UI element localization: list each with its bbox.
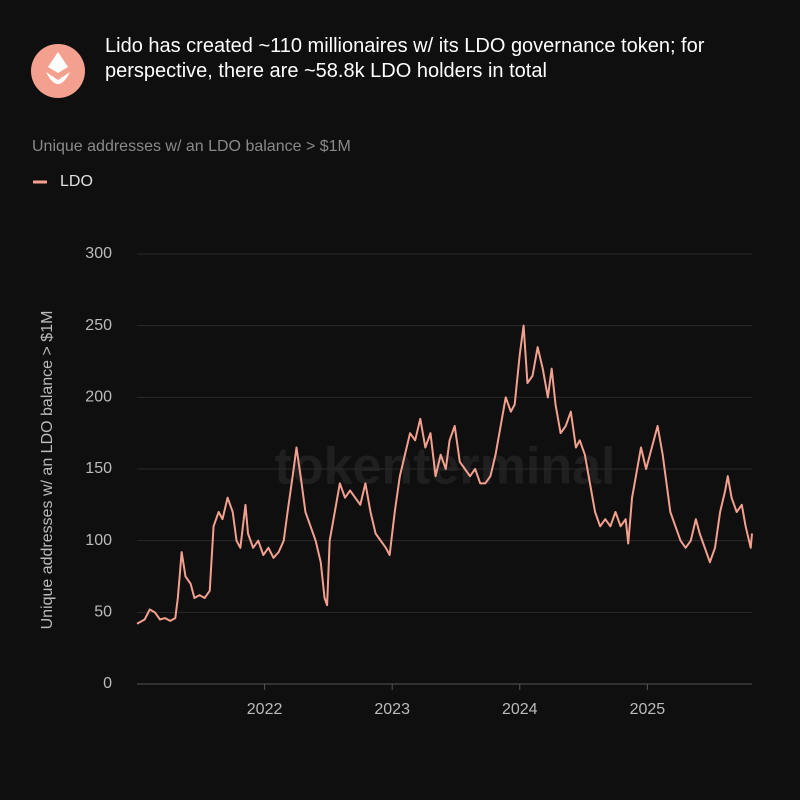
y-axis-label: Unique addresses w/ an LDO balance > $1M: [39, 311, 56, 630]
y-tick-label: 250: [85, 317, 112, 334]
chart-subtitle: Unique addresses w/ an LDO balance > $1M: [32, 138, 351, 155]
x-tick-label: 2024: [502, 701, 538, 718]
y-tick-label: 300: [85, 245, 112, 262]
x-tick-label: 2023: [374, 701, 410, 718]
y-tick-label: 150: [85, 460, 112, 477]
y-tick-label: 100: [85, 532, 112, 549]
y-tick-label: 0: [103, 675, 112, 692]
data-line: [136, 324, 753, 625]
chart-title: Lido has created ~110 millionaires w/ it…: [105, 35, 705, 82]
x-tick-label: 2022: [247, 701, 283, 718]
y-tick-label: 50: [94, 604, 112, 621]
y-tick-label: 200: [85, 389, 112, 406]
legend-label: LDO: [60, 173, 93, 190]
x-tick-label: 2025: [630, 701, 666, 718]
logo: [31, 44, 85, 98]
